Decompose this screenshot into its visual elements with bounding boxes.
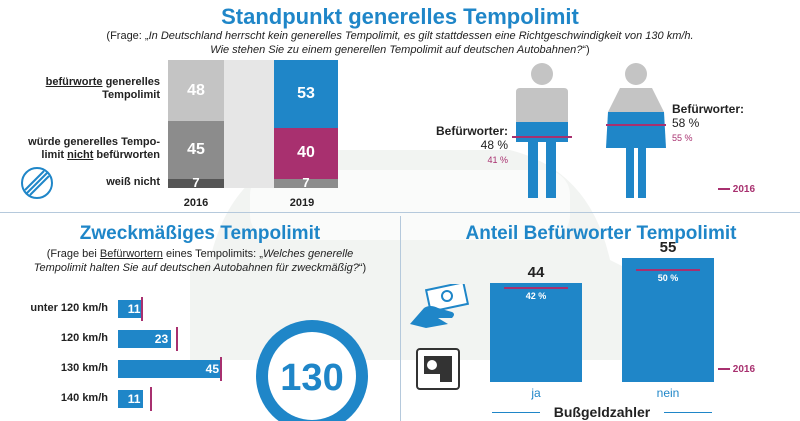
speed-limit-title: Zweckmäßiges Tempolimit [79, 223, 321, 244]
vertical-divider [400, 216, 401, 421]
vbar-2016-marker-ja [504, 287, 568, 290]
hbar-label-2: 130 km/h [60, 362, 108, 374]
bar-gap [224, 60, 274, 188]
proponents-title: Anteil Befürworter Tempolimit [465, 223, 737, 244]
vbar-category-nein: nein [656, 386, 680, 400]
vbar-nein [622, 258, 714, 382]
speed-limit-bar-chart: unter 120 km/h 11 120 km/h 23 130 km/h 45 140 … [0, 290, 260, 421]
hbar-2016-marker-2 [219, 357, 222, 381]
stacked-seg-2019-2: 7 [274, 176, 338, 189]
year-label-2019: 2019 [289, 197, 315, 209]
speed-camera-icon [416, 348, 460, 390]
question-text: (Frage: „In Deutschland herrscht kein ge… [106, 30, 694, 56]
stacked-seg-2016-1: 45 [168, 121, 224, 180]
hbar-label-0: unter 120 km/h [30, 302, 108, 314]
man-icon [516, 63, 568, 198]
men-result: Befürworter: 48 % 41 % [435, 124, 508, 165]
proponents-bar-chart: 44 42 % ja 55 50 % nein [470, 239, 740, 400]
row-label-dontknow: weiß nicht [106, 176, 160, 188]
row-label-reject: würde generelles Tempo-limit nicht befür… [28, 136, 160, 161]
hbar-3: 11 [118, 390, 144, 408]
svg-text:130: 130 [280, 357, 343, 399]
stacked-bar-chart: 48 45 7 53 40 7 [168, 60, 338, 189]
vbar-2016-label-ja: 42 % [525, 291, 547, 302]
women-2016-marker [606, 124, 666, 126]
row-label-approve: befürworte generelles Tempolimit [45, 76, 160, 101]
speed-limit-question: (Frage bei Befürwortern eines Tempolimit… [33, 248, 367, 274]
hbar-2016-marker-0 [141, 297, 144, 321]
hbar-label-1: 120 km/h [60, 332, 108, 344]
hbar-2: 45 [118, 360, 222, 378]
hbar-label-3: 140 km/h [60, 392, 108, 404]
stacked-seg-2016-0: 48 [168, 60, 224, 122]
hbar-2016-marker-3 [150, 387, 153, 411]
woman-icon [606, 63, 666, 198]
xlabel-bussgeldzahler: Bußgeldzahler [540, 404, 664, 420]
men-2016-marker [512, 136, 572, 138]
vbar-value-nein: 55 [659, 239, 677, 257]
vbar-2016-marker-nein [636, 269, 700, 272]
stacked-seg-2019-0: 53 [274, 60, 338, 128]
year-label-2016: 2016 [183, 197, 209, 209]
horizontal-divider [0, 212, 800, 213]
vbar-value-ja: 44 [527, 263, 545, 281]
vbar-ja [490, 282, 582, 382]
vbar-2016-label-nein: 50 % [657, 273, 679, 284]
hbar-2016-marker-1 [175, 327, 178, 351]
end-of-speed-limit-sign-icon [21, 167, 53, 199]
stacked-seg-2019-1: 40 [274, 127, 338, 180]
women-result: Befürworter: 58 % 55 % [672, 102, 745, 143]
stacked-seg-2016-2: 7 [168, 176, 224, 189]
hbar-1: 23 [118, 330, 172, 348]
legend-2016-bottom: 2016 [718, 364, 755, 375]
vbar-category-ja: ja [531, 386, 541, 400]
hbar-0: 11 [118, 300, 144, 318]
legend-2016-top: 2016 [718, 184, 755, 195]
speed-limit-130-sign-icon: 130 [256, 320, 368, 421]
page-title: Standpunkt generelles Tempolimit [221, 4, 579, 29]
money-hand-icon [410, 284, 470, 328]
